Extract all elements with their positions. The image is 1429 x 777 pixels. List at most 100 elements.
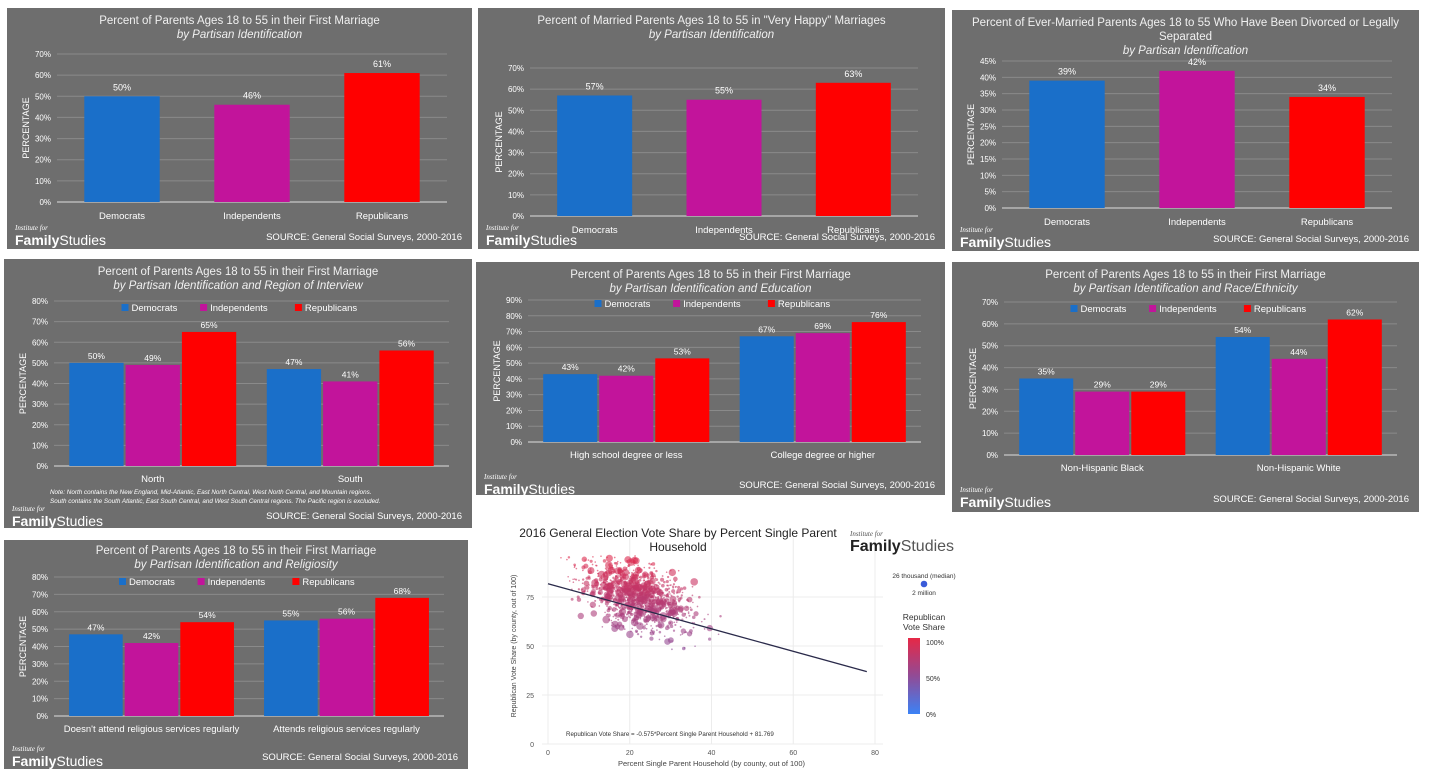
- data-point: [673, 592, 675, 595]
- y-tick-label: 80%: [32, 297, 48, 306]
- data-point: [602, 559, 607, 563]
- y-tick-label: 20%: [32, 421, 48, 430]
- data-point: [675, 621, 678, 623]
- y-tick-label: 30%: [508, 149, 524, 158]
- y-tick-label: 5%: [984, 188, 996, 197]
- legend-swatch: [1149, 305, 1157, 312]
- bar: [1029, 80, 1105, 208]
- y-tick-label: 80%: [32, 573, 48, 582]
- data-point: [679, 625, 682, 628]
- y-tick-label: 40%: [506, 375, 522, 384]
- source-note: SOURCE: General Social Surveys, 2000-201…: [739, 480, 935, 491]
- data-point: [676, 588, 682, 594]
- chart-panel-6: Percent of Parents Ages 18 to 55 in thei…: [952, 262, 1419, 512]
- data-point: [602, 615, 611, 624]
- bar: [739, 336, 794, 442]
- bar: [125, 364, 180, 466]
- bar: [1075, 391, 1130, 455]
- y-tick-label: 25%: [980, 122, 996, 131]
- data-point: [666, 610, 668, 612]
- data-label: 29%: [1094, 380, 1111, 390]
- data-point: [610, 619, 613, 622]
- bar: [655, 358, 710, 442]
- y-tick-label: 30%: [32, 660, 48, 669]
- data-point: [657, 597, 660, 600]
- data-point: [636, 610, 640, 615]
- y-axis-label: PERCENTAGE: [18, 353, 28, 414]
- data-point: [666, 624, 670, 628]
- data-point: [645, 627, 648, 630]
- regression-equation: Republican Vote Share = -0.575*Percent S…: [566, 731, 774, 738]
- data-point: [615, 607, 617, 610]
- data-point: [656, 590, 661, 596]
- data-point: [625, 566, 628, 569]
- data-point: [661, 575, 664, 577]
- y-tick-label: 70%: [508, 64, 524, 73]
- data-point: [662, 607, 664, 610]
- data-point: [719, 615, 722, 618]
- data-point: [655, 578, 659, 582]
- data-point: [604, 611, 606, 614]
- data-point: [591, 585, 594, 588]
- data-point: [635, 630, 638, 633]
- data-point: [566, 558, 568, 561]
- chart-panel-5: Percent of Parents Ages 18 to 55 in thei…: [476, 262, 945, 497]
- category-label: North: [141, 474, 164, 485]
- data-point: [651, 627, 654, 630]
- y-tick-label: 70%: [506, 328, 522, 337]
- data-point: [674, 623, 677, 627]
- data-label: 42%: [143, 631, 160, 641]
- data-point: [615, 565, 618, 567]
- data-point: [656, 584, 658, 587]
- data-point: [572, 581, 575, 584]
- data-point: [642, 599, 645, 602]
- data-point: [685, 616, 688, 619]
- source-note: SOURCE: General Social Surveys, 2000-201…: [266, 232, 462, 243]
- data-point: [618, 606, 621, 610]
- data-point: [688, 614, 691, 617]
- x-tick-label: 0: [546, 750, 550, 757]
- data-label: 35%: [1038, 367, 1055, 377]
- data-point: [645, 614, 652, 621]
- data-point: [649, 586, 653, 591]
- data-point: [568, 580, 571, 582]
- data-point: [689, 608, 693, 612]
- data-point: [560, 556, 562, 559]
- source-note: SOURCE: General Social Surveys, 2000-201…: [1213, 494, 1409, 505]
- data-point: [675, 602, 677, 605]
- y-tick-label: 50%: [506, 359, 522, 368]
- data-point: [657, 616, 660, 619]
- y-tick-label: 60%: [506, 343, 522, 352]
- data-point: [642, 574, 646, 579]
- data-point: [672, 613, 674, 615]
- data-label: 43%: [562, 362, 579, 372]
- y-tick-label: 20%: [508, 170, 524, 179]
- y-tick-label: 30%: [980, 106, 996, 115]
- data-point: [608, 571, 611, 573]
- bar-chart-4: 0% 10% 20% 30% 40% 50% 60% 70% 80% PERCENTAGE 50% 4…: [18, 297, 449, 485]
- x-axis-label: Percent Single Parent Household (by coun…: [618, 759, 806, 768]
- data-label: 62%: [1346, 307, 1363, 317]
- data-point: [680, 594, 683, 597]
- y-tick-label: 10%: [982, 429, 998, 438]
- bar: [124, 643, 179, 716]
- legend-swatch: [767, 300, 775, 307]
- bar: [379, 350, 434, 466]
- data-point: [616, 608, 618, 611]
- data-point: [588, 584, 590, 586]
- bar-chart-5: 0% 10% 20% 30% 40% 50% 60% 70% 80% 90% PERCENTAGE 4…: [492, 296, 921, 461]
- data-point: [591, 563, 594, 566]
- chart-panel-4: Percent of Parents Ages 18 to 55 in thei…: [4, 259, 472, 529]
- bar: [181, 331, 237, 466]
- data-label: 55%: [715, 86, 733, 96]
- data-point: [663, 635, 666, 638]
- data-point: [649, 617, 652, 620]
- data-point: [636, 632, 640, 636]
- data-point: [653, 599, 656, 602]
- data-label: 49%: [144, 353, 161, 363]
- data-point: [640, 631, 643, 633]
- data-point: [653, 621, 656, 624]
- category-label: South: [338, 474, 363, 485]
- data-point: [615, 598, 618, 601]
- data-point: [681, 611, 683, 614]
